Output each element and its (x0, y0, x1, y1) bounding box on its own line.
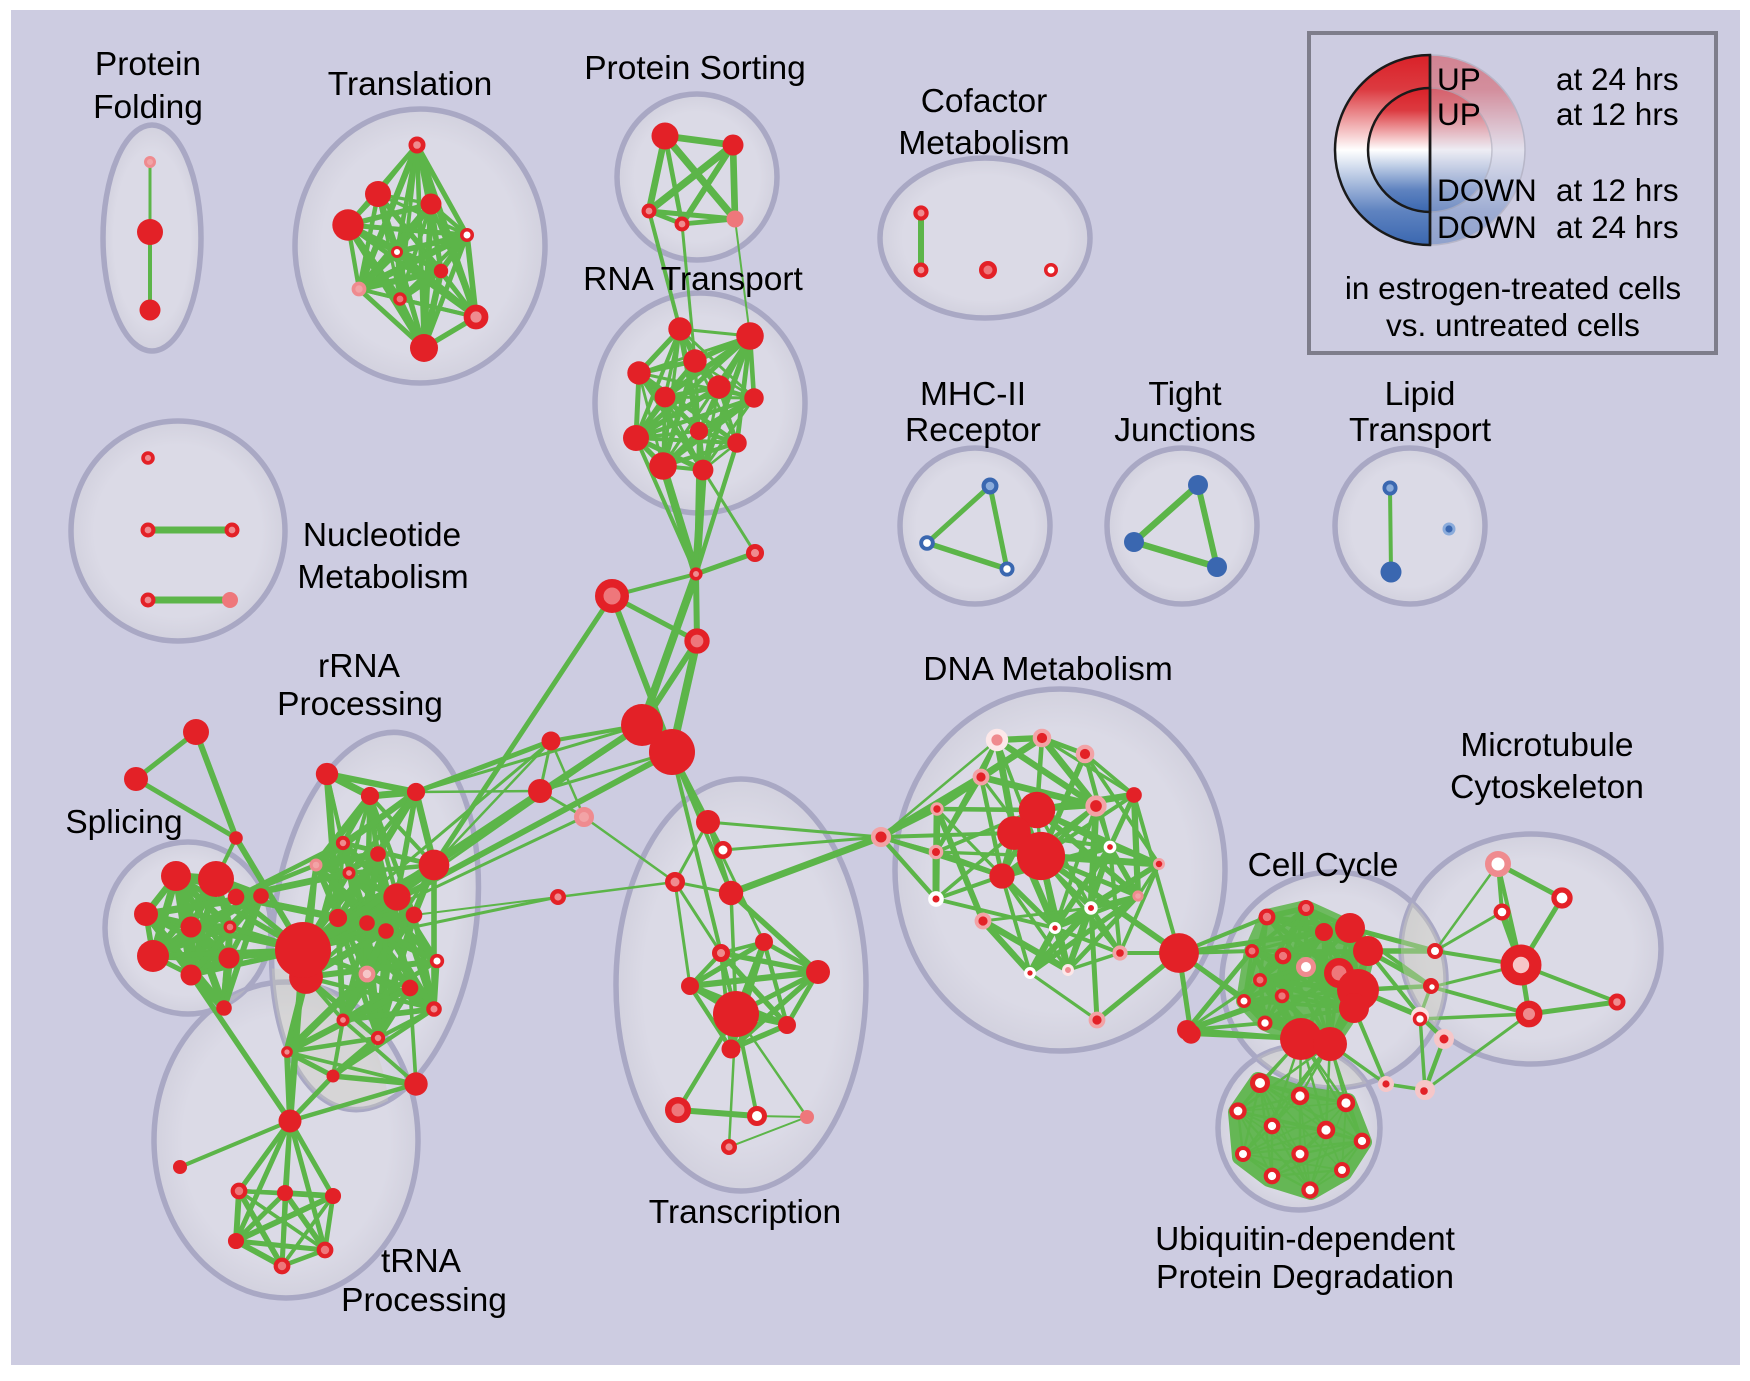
svg-text:Nucleotide: Nucleotide (303, 517, 461, 554)
svg-text:rRNA: rRNA (318, 648, 401, 685)
svg-text:RNA Transport: RNA Transport (583, 261, 803, 298)
svg-text:Cell Cycle: Cell Cycle (1248, 847, 1399, 884)
svg-text:UP: UP (1437, 96, 1481, 132)
svg-text:Tight: Tight (1148, 376, 1222, 413)
svg-text:vs. untreated cells: vs. untreated cells (1386, 307, 1640, 343)
svg-text:at 12 hrs: at 12 hrs (1556, 172, 1679, 208)
svg-text:Junctions: Junctions (1114, 412, 1256, 449)
svg-text:MHC-II: MHC-II (920, 376, 1026, 413)
svg-text:DOWN: DOWN (1437, 209, 1537, 245)
svg-text:DNA Metabolism: DNA Metabolism (923, 651, 1172, 688)
svg-text:Ubiquitin-dependent: Ubiquitin-dependent (1155, 1221, 1456, 1258)
svg-text:Protein Sorting: Protein Sorting (584, 50, 806, 87)
svg-text:Transcription: Transcription (649, 1194, 841, 1231)
svg-text:Folding: Folding (93, 89, 203, 126)
svg-text:Metabolism: Metabolism (898, 125, 1069, 162)
svg-text:at 12 hrs: at 12 hrs (1556, 96, 1679, 132)
svg-text:Microtubule: Microtubule (1460, 727, 1633, 764)
svg-text:Processing: Processing (277, 686, 443, 723)
svg-text:Protein: Protein (95, 46, 201, 83)
svg-text:Cytoskeleton: Cytoskeleton (1450, 769, 1644, 806)
svg-text:Lipid: Lipid (1385, 376, 1456, 413)
svg-text:Protein Degradation: Protein Degradation (1156, 1259, 1454, 1296)
svg-text:Translation: Translation (328, 66, 492, 103)
svg-text:at 24 hrs: at 24 hrs (1556, 61, 1679, 97)
svg-text:in estrogen-treated cells: in estrogen-treated cells (1345, 270, 1681, 306)
svg-text:Cofactor: Cofactor (921, 83, 1048, 120)
svg-text:UP: UP (1437, 61, 1481, 97)
svg-text:tRNA: tRNA (381, 1243, 462, 1280)
svg-text:at 24 hrs: at 24 hrs (1556, 209, 1679, 245)
svg-text:Processing: Processing (341, 1282, 507, 1319)
svg-text:Splicing: Splicing (65, 804, 182, 841)
svg-text:Metabolism: Metabolism (297, 559, 468, 596)
svg-text:Receptor: Receptor (905, 412, 1041, 449)
svg-text:DOWN: DOWN (1437, 172, 1537, 208)
svg-text:Transport: Transport (1349, 412, 1492, 449)
